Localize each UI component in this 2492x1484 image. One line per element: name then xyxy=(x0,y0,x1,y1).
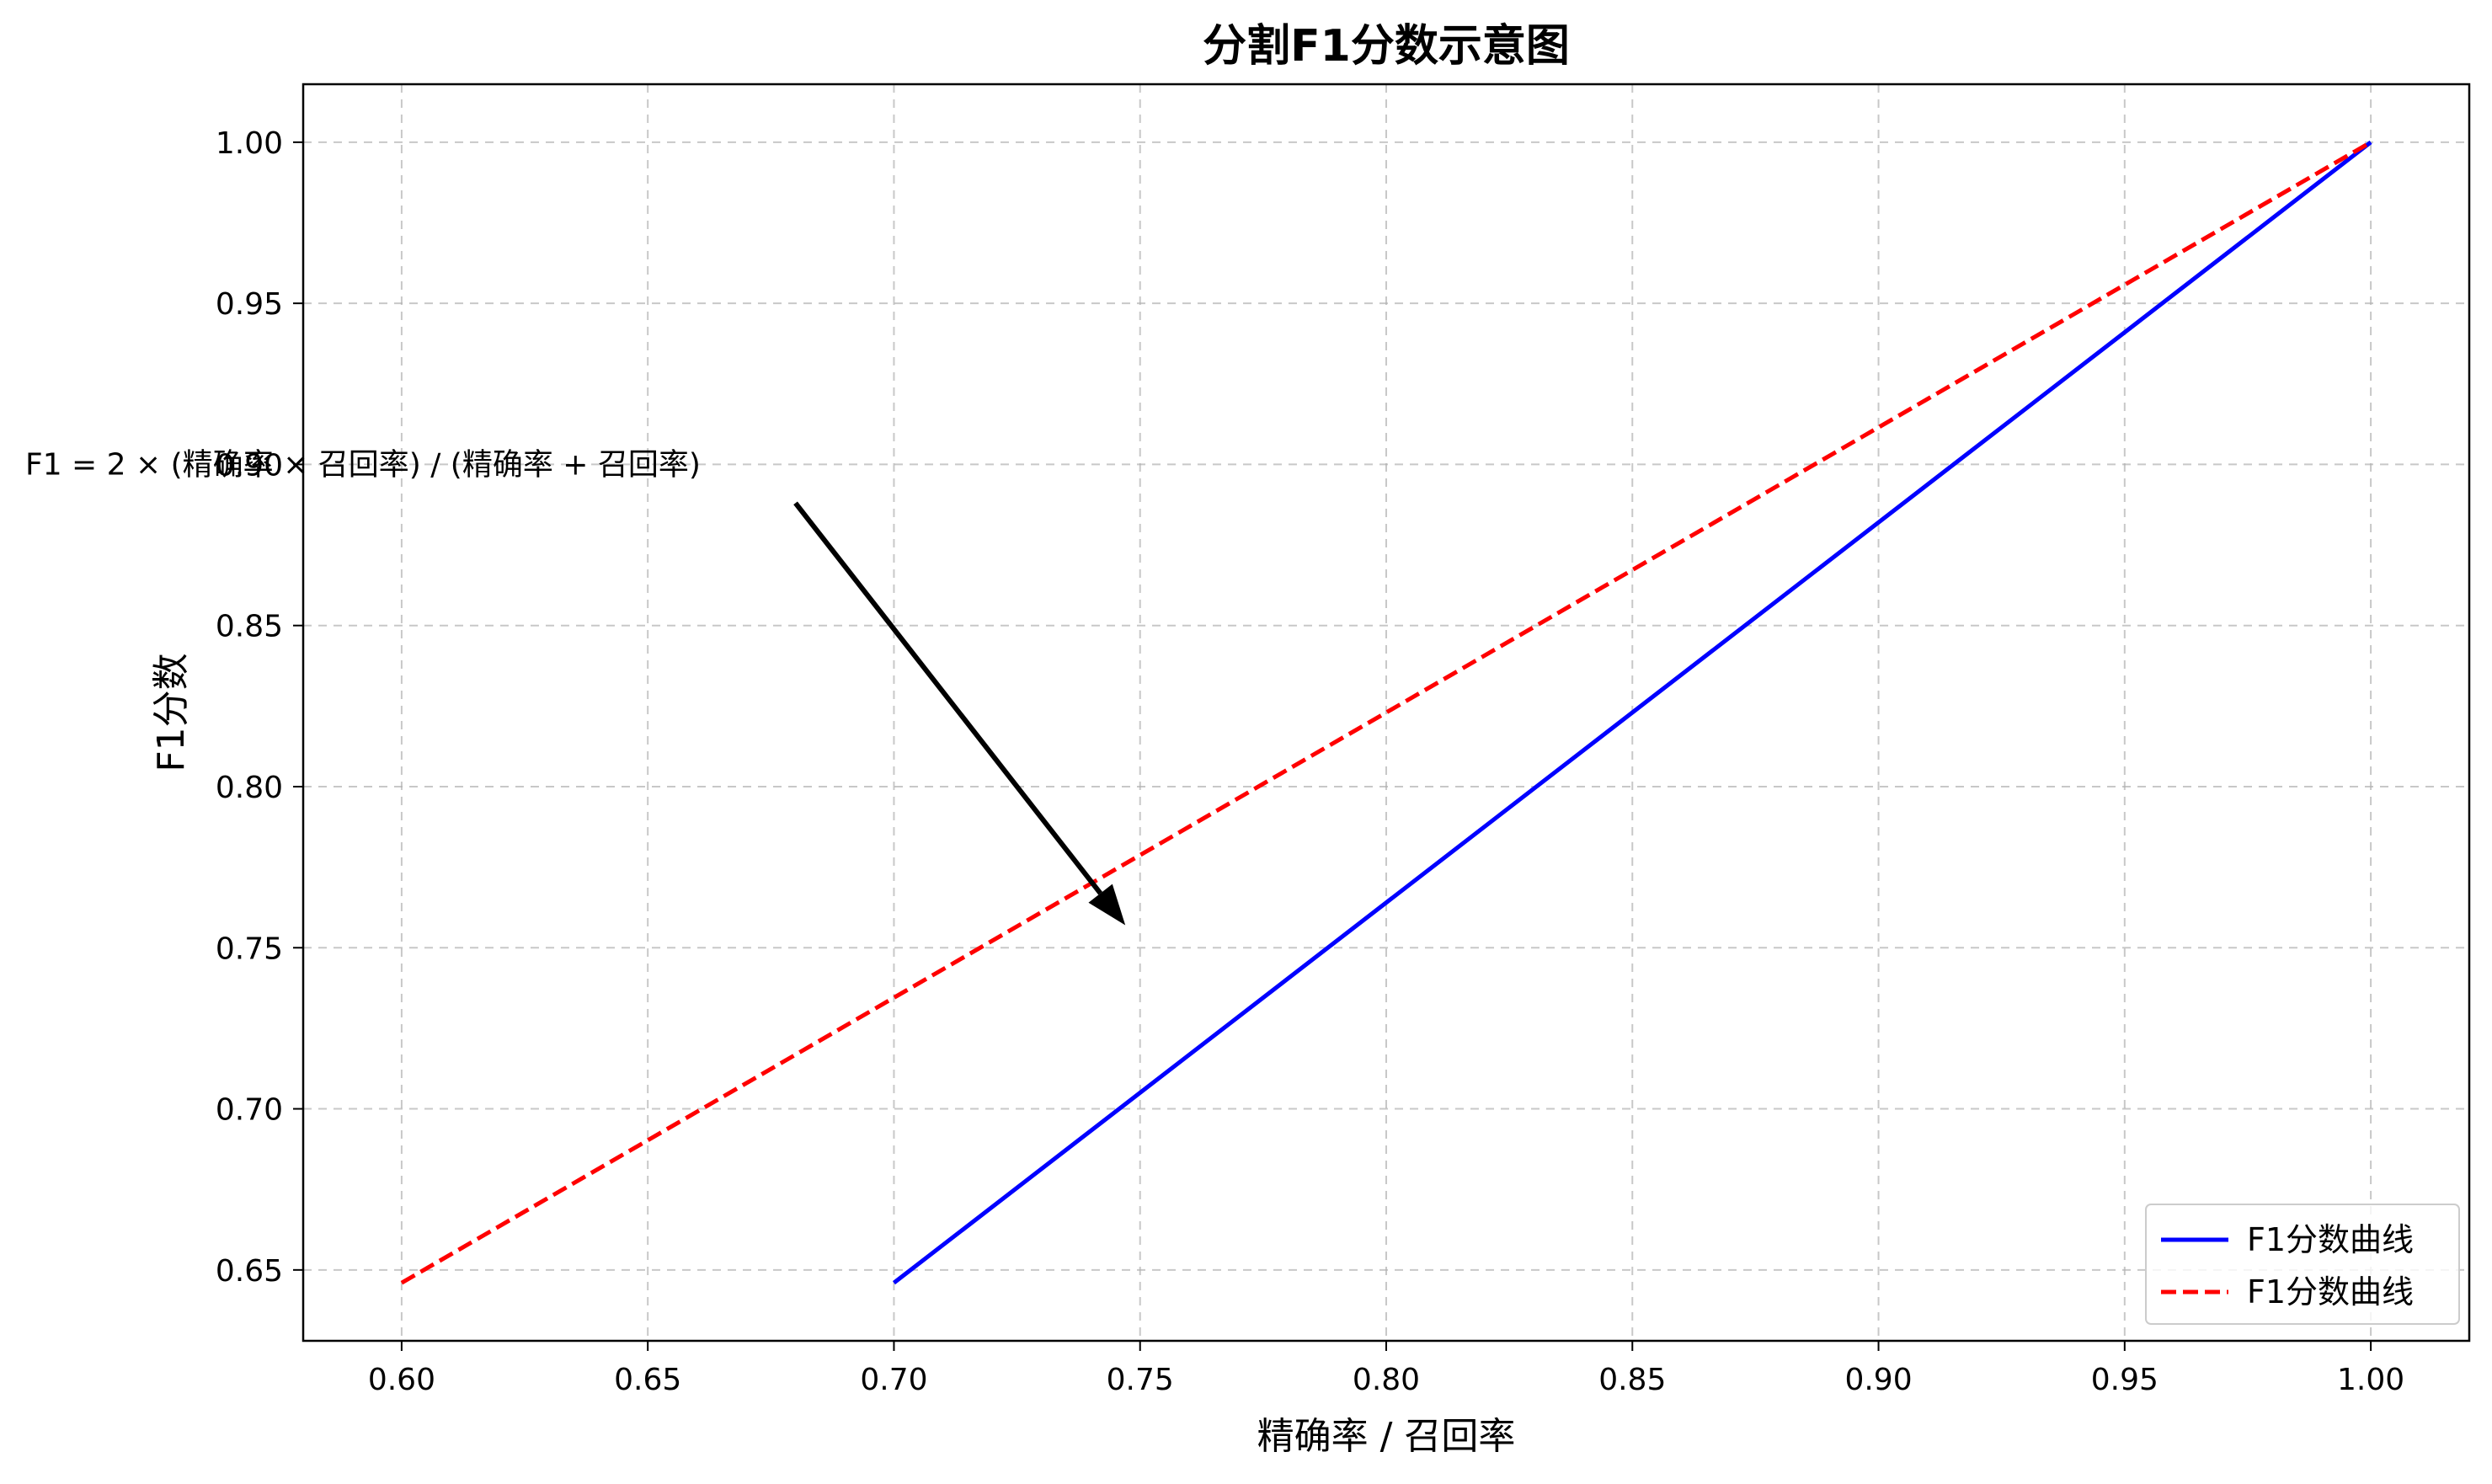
annotation-layer: F1 = 2 × (精确率 × 召回率) / (精确率 + 召回率) xyxy=(25,447,1126,926)
y-tick-label: 0.75 xyxy=(216,932,283,966)
legend: F1分数曲线 F1分数曲线 xyxy=(2145,1204,2460,1325)
x-axis-label: 精确率 / 召回率 xyxy=(1257,1415,1516,1458)
x-tick-label: 0.95 xyxy=(2091,1363,2158,1397)
legend-label-0: F1分数曲线 xyxy=(2247,1221,2414,1258)
chart-title: 分割F1分数示意图 xyxy=(1203,21,1570,72)
x-tick-label: 0.65 xyxy=(614,1363,681,1397)
annotation-text: F1 = 2 × (精确率 × 召回率) / (精确率 + 召回率) xyxy=(25,447,701,482)
x-tick-label: 0.70 xyxy=(860,1363,927,1397)
x-tick-label: 0.90 xyxy=(1844,1363,1912,1397)
y-tick-label: 0.65 xyxy=(216,1254,283,1289)
annotation-arrow-head xyxy=(1088,883,1126,926)
legend-label-1: F1分数曲线 xyxy=(2247,1273,2414,1311)
grid-layer xyxy=(303,84,2469,1341)
series-line-0 xyxy=(892,140,2372,1285)
annotation-arrow-shaft xyxy=(793,501,1102,895)
axes-layer: 0.60 0.65 0.70 0.75 0.80 0.85 0.90 0.95 1.00 0.65… xyxy=(216,83,2471,1397)
y-axis-label: F1分数 xyxy=(150,653,193,771)
series-layer xyxy=(400,140,2372,1285)
x-tick-label: 1.00 xyxy=(2337,1363,2404,1397)
y-tick-label: 0.85 xyxy=(216,610,283,644)
x-tick-label: 0.80 xyxy=(1353,1363,1420,1397)
y-tick-label: 0.90 xyxy=(216,448,283,483)
legend-entries: F1分数曲线 F1分数曲线 xyxy=(2161,1221,2414,1311)
y-tick-label: 1.00 xyxy=(216,126,283,161)
series-line-1 xyxy=(400,140,2372,1285)
y-tick-label: 0.70 xyxy=(216,1093,283,1128)
legend-box xyxy=(2145,1204,2460,1325)
x-tick-label: 0.75 xyxy=(1107,1363,1174,1397)
y-tick-label: 0.95 xyxy=(216,287,283,322)
x-tick-label: 0.85 xyxy=(1598,1363,1666,1397)
y-tick-label: 0.80 xyxy=(216,771,283,805)
x-tick-label: 0.60 xyxy=(368,1363,435,1397)
